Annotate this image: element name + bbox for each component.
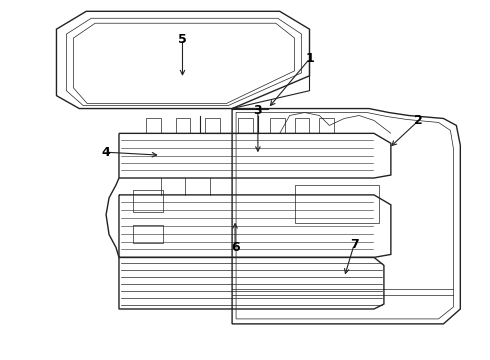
Text: 6: 6 <box>231 241 240 254</box>
Text: 1: 1 <box>305 53 314 66</box>
Text: 4: 4 <box>102 146 110 159</box>
Text: 2: 2 <box>414 114 423 127</box>
Text: 5: 5 <box>178 33 187 46</box>
Text: 7: 7 <box>350 238 359 251</box>
Text: 3: 3 <box>254 104 262 117</box>
